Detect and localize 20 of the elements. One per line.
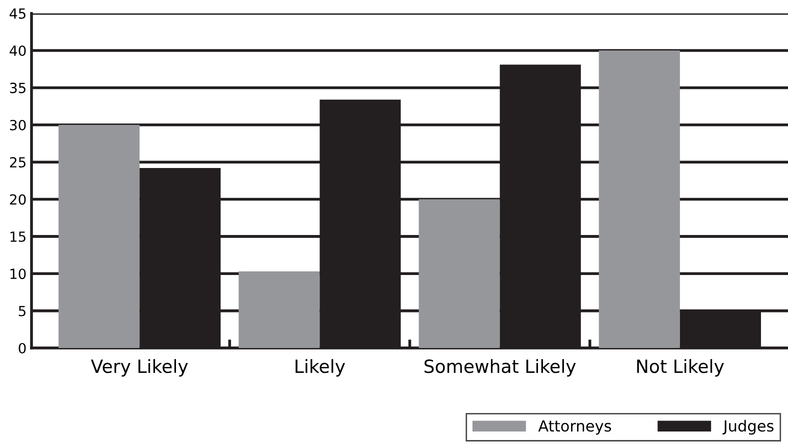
y-tick-label: 40: [10, 46, 26, 56]
legend-label: Attorneys: [538, 420, 612, 435]
y-tick-label: 20: [10, 194, 26, 205]
bar: [418, 199, 500, 348]
x-tick-label: Somewhat Likely: [424, 359, 576, 377]
x-tick-label: Likely: [296, 359, 346, 377]
y-tick-label: 25: [10, 157, 26, 168]
bar: [238, 271, 320, 348]
bar: [58, 124, 140, 348]
x-tick-label: Not Likely: [637, 359, 724, 377]
y-tick-label: 0: [18, 342, 26, 354]
y-tick-label: 15: [10, 232, 26, 242]
y-tick-label: 30: [10, 120, 26, 130]
legend-label: Judges: [722, 420, 774, 435]
y-tick-label: 35: [10, 82, 26, 94]
y-tick-label: 10: [10, 268, 26, 280]
bar: [598, 50, 680, 348]
y-tick-label: 5: [18, 306, 26, 316]
y-tick-label: 45: [10, 8, 26, 19]
x-tick-label: Very Likely: [90, 359, 188, 377]
